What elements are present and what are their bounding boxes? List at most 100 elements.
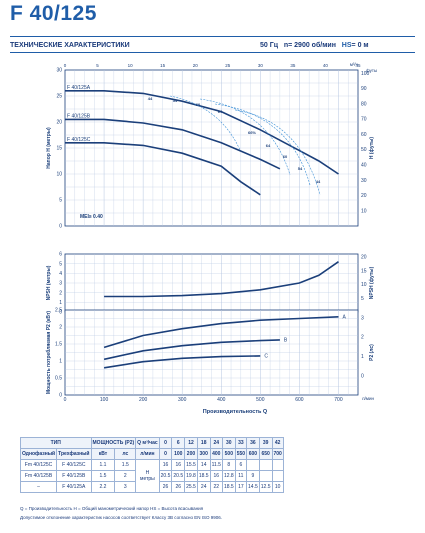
efficiency-label: 60 bbox=[283, 154, 288, 159]
efficiency-label: 64 bbox=[266, 143, 271, 148]
head-cell: 12.5 bbox=[258, 481, 273, 493]
y-right-tick-label: 2 bbox=[361, 335, 364, 341]
series-label: B bbox=[284, 337, 288, 343]
top-x-tick: 40 bbox=[323, 63, 329, 68]
y-tick-label: 15 bbox=[56, 146, 62, 152]
three-phase-model: F 40/125C bbox=[56, 459, 92, 471]
y-tick-label: 6 bbox=[59, 252, 62, 258]
head-cell: 19.8 bbox=[184, 470, 198, 482]
efficiency-label: 60 bbox=[196, 102, 201, 107]
top-x-tick: 20 bbox=[193, 63, 199, 68]
operating-conditions: 50 Гц n= 2900 об/мин HS= 0 м bbox=[260, 42, 369, 49]
x-tick-label: 100 bbox=[100, 397, 109, 403]
head-cell: 26 bbox=[158, 481, 173, 493]
top-x-tick: 10 bbox=[128, 63, 134, 68]
y-right-tick-label: 50 bbox=[361, 147, 367, 153]
power-kw: 2.2 bbox=[90, 481, 116, 493]
y-tick-label: 2 bbox=[59, 325, 62, 331]
y-tick-label: 25 bbox=[56, 94, 62, 100]
y-right-tick-label: 1 bbox=[361, 354, 364, 360]
head-cell: 16 bbox=[171, 459, 186, 471]
efficiency-line bbox=[214, 103, 311, 186]
three-phase-model: F 40/125B bbox=[56, 470, 92, 482]
efficiency-label: 66% bbox=[248, 130, 256, 135]
h-label: H bbox=[145, 470, 150, 476]
head-cell: 8 bbox=[221, 459, 236, 471]
y-tick-label: 1 bbox=[59, 359, 62, 365]
q-lmin-cell: 650 bbox=[258, 448, 273, 460]
single-phase-model: – bbox=[19, 481, 58, 493]
power-kw: 1.1 bbox=[90, 459, 116, 471]
head-cell: 16 bbox=[209, 470, 223, 482]
q-lmin-cell: 400 bbox=[209, 448, 223, 460]
power-kw: 1.5 bbox=[90, 470, 116, 482]
q-unit-m3h: Q м³/час bbox=[135, 437, 160, 449]
top-x-tick: 15 bbox=[160, 63, 166, 68]
q-m3h-cell: 30 bbox=[221, 437, 236, 449]
right-unit: футы bbox=[366, 68, 377, 73]
series-line bbox=[103, 355, 261, 369]
q-unit-1: м³/час bbox=[142, 440, 158, 446]
y-tick-label: 0.5 bbox=[55, 376, 62, 382]
table-row: – F 40/125A 2.2 3 26 26 25.5 24 22 18.5 … bbox=[19, 481, 284, 493]
series-label: F 40/125B bbox=[67, 113, 91, 119]
head-cell: 11.5 bbox=[209, 459, 223, 471]
page-title: F 40/125 bbox=[10, 2, 97, 25]
head-cell: 14.5 bbox=[246, 481, 260, 493]
q-m3h-cell: 42 bbox=[271, 437, 284, 449]
head-cell: 22 bbox=[209, 481, 223, 493]
x-tick-label: 400 bbox=[217, 397, 226, 403]
x-tick-label: 200 bbox=[139, 397, 148, 403]
q-m3h-cell: 39 bbox=[258, 437, 273, 449]
q-lmin-cell: 100 bbox=[171, 448, 186, 460]
head-cell: 11 bbox=[234, 470, 248, 482]
y-tick-label: 4 bbox=[59, 271, 62, 277]
legend-note: Q = Производительность H = Общий маномет… bbox=[20, 506, 204, 511]
kw-header: кВт bbox=[90, 448, 116, 460]
series-label: F 40/125A bbox=[67, 85, 91, 91]
single-phase-model: Fm 40/125C bbox=[19, 459, 58, 471]
top-x-tick: 30 bbox=[258, 63, 264, 68]
q-lmin-cell: 700 bbox=[271, 448, 284, 460]
head-cell bbox=[258, 470, 273, 482]
y-tick-label: 1.5 bbox=[55, 342, 62, 348]
y-right-tick-label: 10 bbox=[361, 208, 367, 214]
efficiency-label: 44 bbox=[316, 179, 321, 184]
q-m3h-cell: 33 bbox=[234, 437, 248, 449]
series-label: F 40/125C bbox=[67, 137, 91, 143]
q-lmin-cell: 500 bbox=[221, 448, 236, 460]
q-m3h-cell: 36 bbox=[246, 437, 260, 449]
head-cell: 18.5 bbox=[196, 470, 211, 482]
head-cell: 9 bbox=[246, 470, 260, 482]
y-right-tick-label: 90 bbox=[361, 86, 367, 92]
power-header: МОЩНОСТЬ (P2) bbox=[90, 437, 137, 449]
head-cell: 18.5 bbox=[221, 481, 236, 493]
q-m3h-cell: 18 bbox=[196, 437, 211, 449]
head-cell: 20.5 bbox=[158, 470, 173, 482]
head-cell: 10 bbox=[271, 481, 284, 493]
y-right-tick-label: 80 bbox=[361, 101, 367, 107]
q-lmin-cell: 300 bbox=[196, 448, 211, 460]
q-unit-lmin: л/мин bbox=[135, 448, 160, 460]
hs-label: HS bbox=[341, 42, 352, 49]
top-x-unit: м³/ч bbox=[350, 62, 359, 67]
x-tick-label: 500 bbox=[256, 397, 265, 403]
y-tick-label: 3 bbox=[59, 281, 62, 287]
x-unit: л/мин bbox=[362, 396, 374, 401]
y-right-tick-label: 70 bbox=[361, 117, 367, 123]
efficiency-line bbox=[234, 109, 321, 196]
x-tick-label: 0 bbox=[64, 397, 67, 403]
head-cell: 24 bbox=[196, 481, 211, 493]
y-right-tick-label: 10 bbox=[361, 282, 367, 288]
power-hp: 3 bbox=[114, 481, 137, 493]
y-tick-label: 2 bbox=[59, 290, 62, 296]
y-tick-label: 2.5 bbox=[55, 308, 62, 314]
q-lmin-cell: 550 bbox=[234, 448, 248, 460]
q-m3h-cell: 6 bbox=[171, 437, 186, 449]
q-m3h-cell: 24 bbox=[209, 437, 223, 449]
